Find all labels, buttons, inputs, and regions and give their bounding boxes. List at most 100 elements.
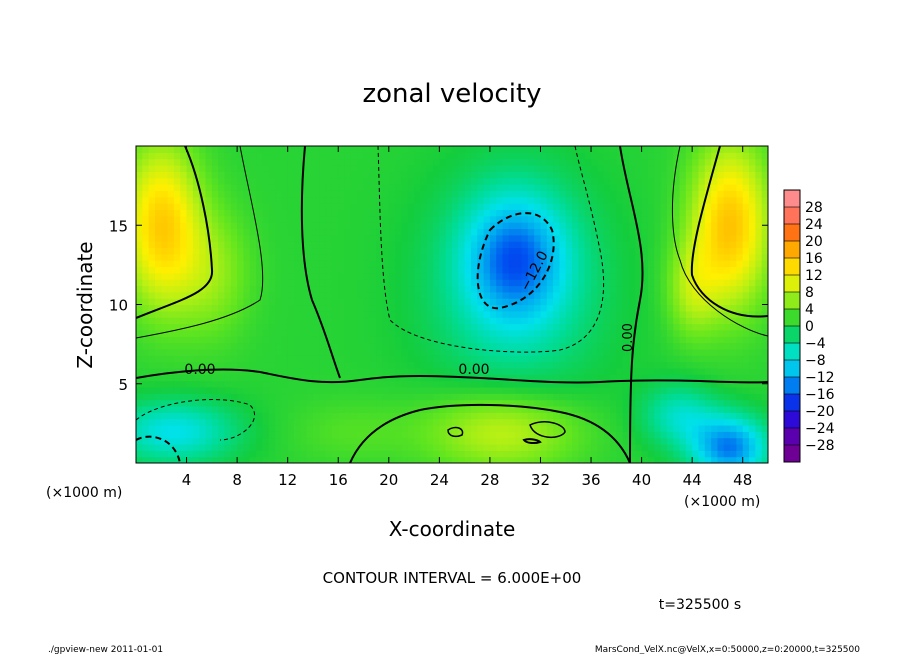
field-cell <box>496 304 504 312</box>
field-cell <box>224 272 232 280</box>
field-cell <box>325 152 333 160</box>
field-cell <box>464 380 472 388</box>
field-cell <box>433 158 440 166</box>
field-cell <box>647 456 655 463</box>
field-cell <box>319 418 327 426</box>
field-cell <box>477 165 485 172</box>
field-cell <box>742 152 750 160</box>
field-cell <box>439 222 447 230</box>
field-cell <box>350 209 358 217</box>
field-cell <box>192 298 200 306</box>
field-cell <box>698 431 706 439</box>
field-cell <box>578 386 586 394</box>
field-cell <box>363 209 371 217</box>
field-cell <box>331 190 339 198</box>
field-cell <box>458 450 466 458</box>
field-cell <box>711 253 719 261</box>
field-cell <box>698 437 706 445</box>
field-cell <box>603 336 611 344</box>
field-cell <box>572 215 579 223</box>
field-cell <box>401 310 409 318</box>
field-cell <box>218 380 226 388</box>
field-cell <box>761 405 768 413</box>
field-cell <box>572 355 579 363</box>
field-cell <box>136 266 143 274</box>
field-cell <box>268 171 276 179</box>
field-cell <box>249 279 257 287</box>
field-cell <box>262 234 270 242</box>
field-cell <box>723 196 731 204</box>
field-cell <box>489 450 497 458</box>
field-cell <box>565 317 573 325</box>
field-cell <box>395 291 403 299</box>
field-cell <box>167 424 175 432</box>
field-cell <box>439 418 447 426</box>
field-cell <box>723 247 731 255</box>
field-cell <box>249 171 257 179</box>
field-cell <box>268 298 276 306</box>
field-cell <box>275 443 282 451</box>
field-cell <box>540 386 548 394</box>
field-cell <box>527 355 535 363</box>
field-cell <box>331 215 339 223</box>
field-cell <box>167 310 175 318</box>
field-cell <box>730 336 737 344</box>
field-cell <box>591 393 598 401</box>
field-cell <box>331 234 339 242</box>
field-cell <box>344 367 352 375</box>
field-cell <box>761 184 768 191</box>
field-cell <box>508 228 516 236</box>
field-cell <box>262 209 270 217</box>
field-cell <box>230 348 238 356</box>
field-cell <box>553 317 561 325</box>
field-cell <box>154 336 162 344</box>
field-cell <box>730 367 737 375</box>
field-cell <box>382 304 390 312</box>
field-cell <box>407 291 415 299</box>
field-cell <box>420 272 428 280</box>
field-cell <box>628 399 636 407</box>
field-cell <box>578 158 586 166</box>
field-cell <box>597 215 605 223</box>
field-cell <box>142 418 150 426</box>
field-cell <box>382 152 390 160</box>
field-cell <box>433 317 440 325</box>
field-cell <box>521 260 529 268</box>
field-cell <box>673 374 681 382</box>
field-cell <box>357 380 365 388</box>
field-cell <box>635 443 643 451</box>
field-cell <box>502 215 510 223</box>
field-cell <box>211 177 219 185</box>
field-cell <box>180 266 188 274</box>
field-cell <box>565 285 573 293</box>
field-cell <box>610 222 617 230</box>
field-cell <box>749 279 756 287</box>
field-cell <box>616 304 624 312</box>
field-cell <box>294 165 301 172</box>
field-cell <box>458 298 466 306</box>
field-cell <box>622 266 630 274</box>
field-cell <box>300 386 308 394</box>
field-cell <box>154 355 162 363</box>
field-cell <box>635 361 643 369</box>
field-cell <box>287 386 295 394</box>
field-cell <box>483 323 491 331</box>
field-cell <box>685 152 693 160</box>
field-cell <box>148 412 156 420</box>
field-cell <box>249 190 257 198</box>
field-cell <box>186 158 194 166</box>
field-cell <box>300 361 308 369</box>
field-cell <box>584 431 592 439</box>
field-cell <box>136 203 143 210</box>
field-cell <box>167 158 175 166</box>
field-cell <box>161 228 169 236</box>
field-cell <box>452 456 459 463</box>
field-cell <box>205 355 213 363</box>
field-cell <box>401 152 409 160</box>
field-cell <box>281 203 289 210</box>
field-cell <box>502 228 510 236</box>
field-cell <box>489 158 497 166</box>
field-cell <box>363 405 371 413</box>
field-cell <box>597 405 605 413</box>
field-cell <box>420 253 428 261</box>
